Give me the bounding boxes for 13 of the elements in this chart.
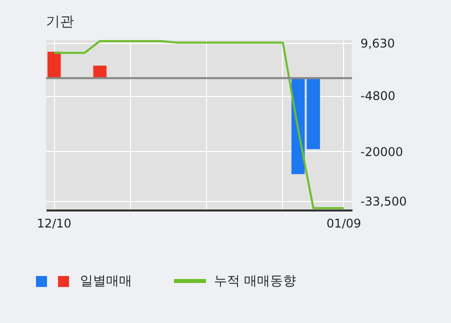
x-tick-label: 01/09 xyxy=(326,216,362,230)
y-tick-label: -20000 xyxy=(360,144,404,159)
legend-label: 누적 매매동향 xyxy=(214,273,296,290)
y-tick-label: -33,500 xyxy=(360,194,407,208)
line-series xyxy=(53,40,345,210)
y-tick-label: -4800 xyxy=(360,89,396,104)
y-tick-label: 9,630 xyxy=(360,36,395,50)
bar xyxy=(306,78,320,150)
legend-label: 일별매매 xyxy=(80,273,132,290)
bar xyxy=(48,52,61,78)
x-tick-label: 12/10 xyxy=(36,216,72,230)
bar xyxy=(93,66,107,78)
chart-title: 기관 xyxy=(46,14,74,30)
